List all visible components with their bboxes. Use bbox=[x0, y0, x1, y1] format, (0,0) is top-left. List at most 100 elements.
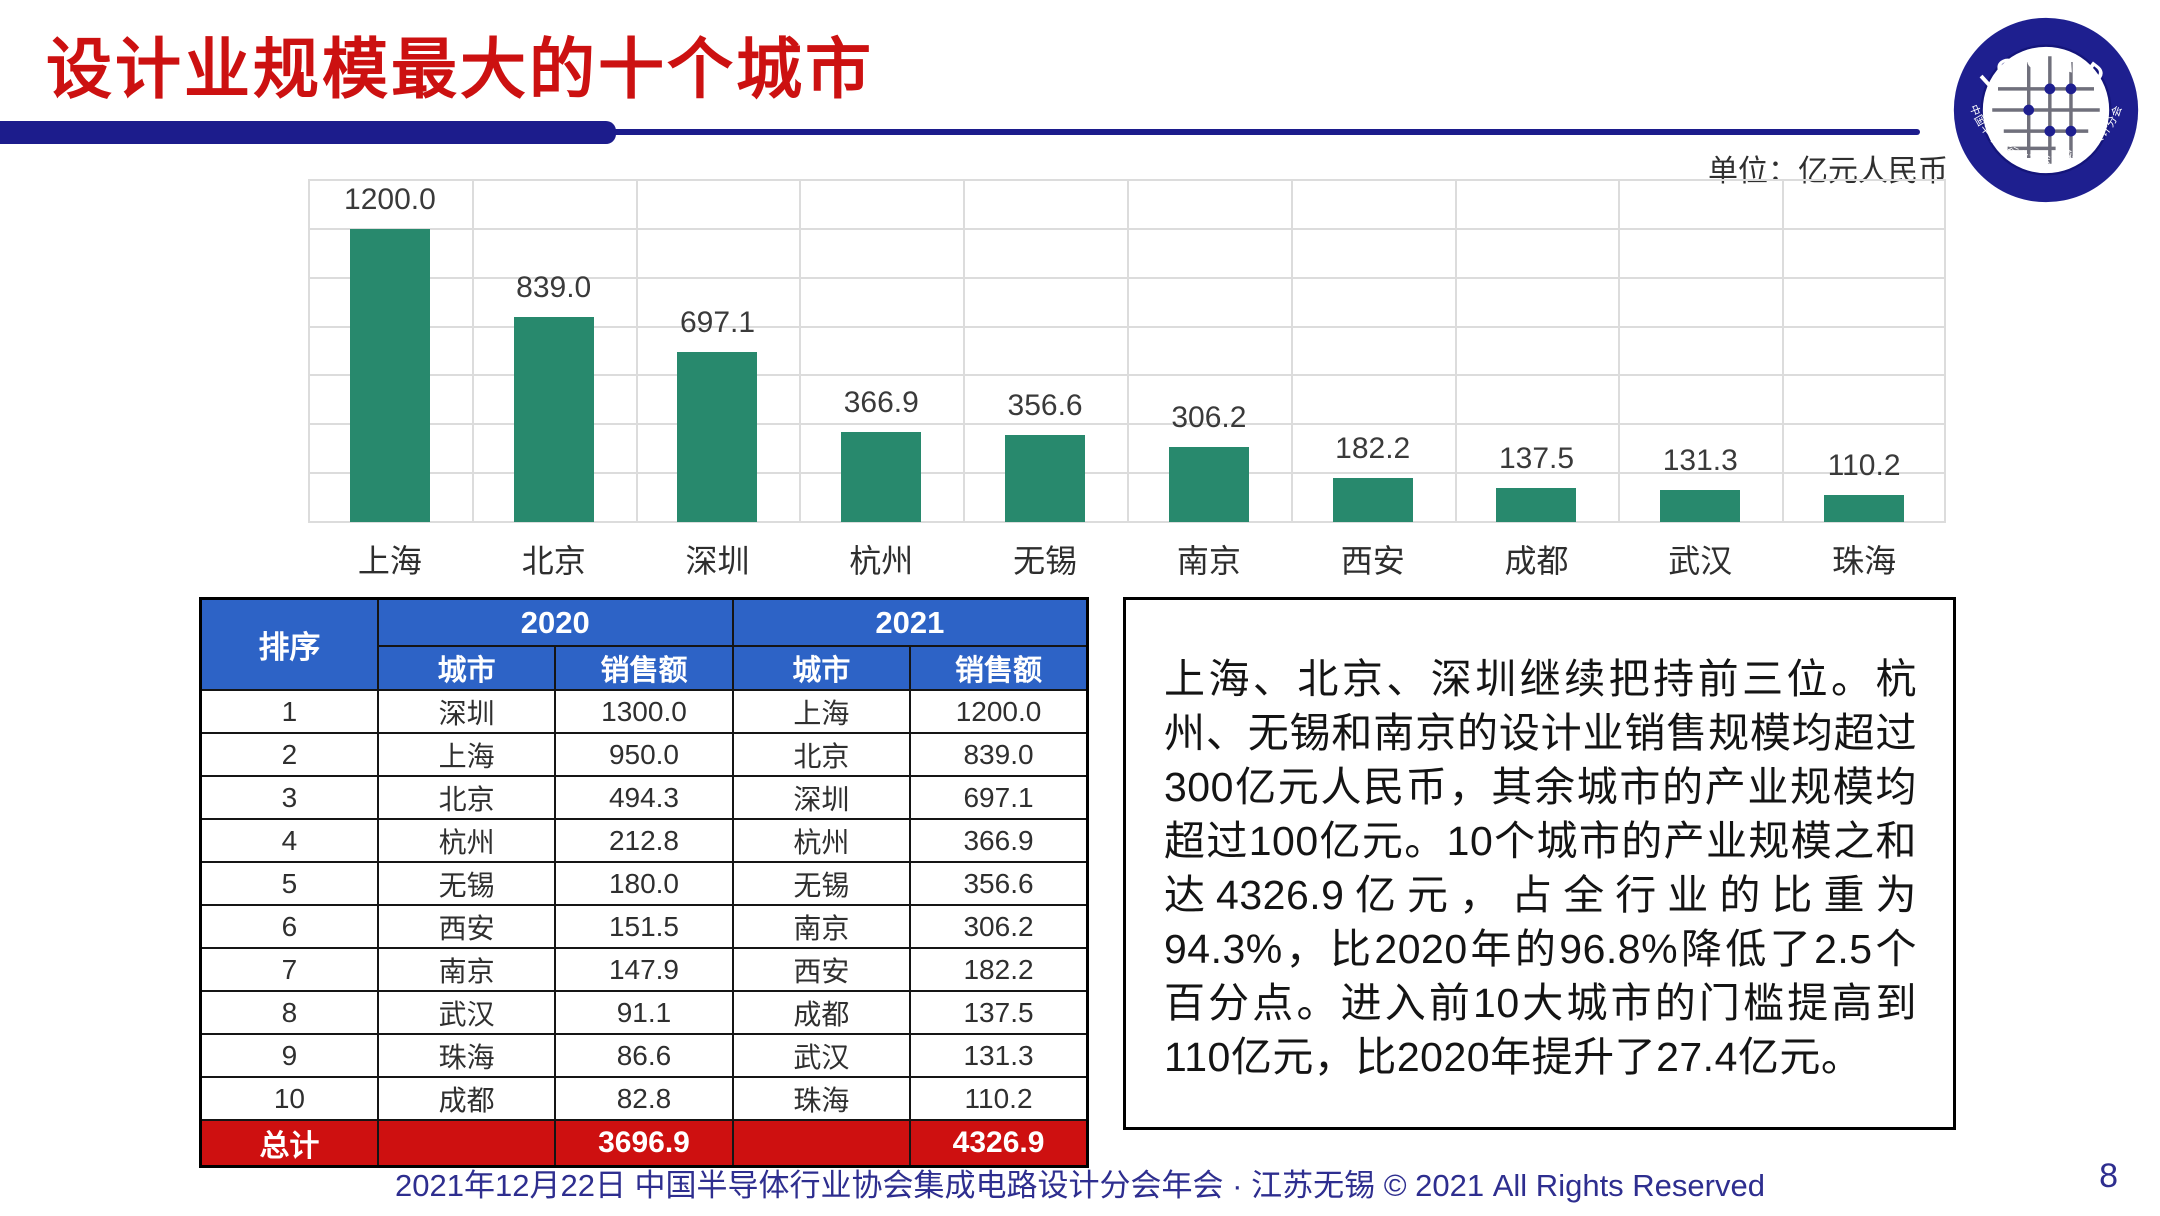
cell-rank: 2 bbox=[199, 732, 379, 777]
bar-value-label: 110.2 bbox=[1827, 449, 1901, 483]
cell-sales-2020: 1300.0 bbox=[554, 689, 734, 734]
bar-value-label: 137.5 bbox=[1498, 442, 1575, 476]
cell-rank: 7 bbox=[199, 947, 379, 992]
cell-city-2020: 上海 bbox=[376, 732, 557, 777]
table-row: 9 珠海 86.6 武汉 131.3 bbox=[199, 1033, 1089, 1078]
title-underline-line bbox=[612, 129, 1920, 135]
bar-column: 182.2 bbox=[1291, 180, 1455, 522]
header-sales-2021: 销售额 bbox=[909, 645, 1089, 691]
commentary-text: 上海、北京、深圳继续把持前三位。杭州、无锡和南京的设计业销售规模均超过300亿元… bbox=[1164, 656, 1917, 1080]
gridline-vertical bbox=[1782, 180, 1785, 522]
cell-total-city-2021 bbox=[731, 1119, 912, 1168]
ranking-table: 排序 2020 2021 城市 销售额 城市 销售额 1 深圳 1300.0 上海 12… bbox=[199, 597, 1089, 1168]
cell-rank: 9 bbox=[199, 1033, 379, 1078]
cell-city-2021: 珠海 bbox=[731, 1076, 912, 1121]
cell-city-2021: 成都 bbox=[731, 990, 912, 1035]
title-underline-bar bbox=[0, 121, 616, 144]
gridline-vertical bbox=[963, 180, 966, 522]
x-axis-label: 无锡 bbox=[1013, 543, 1078, 579]
x-axis-label: 成都 bbox=[1504, 543, 1569, 579]
cell-sales-2021: 1200.0 bbox=[909, 689, 1089, 734]
cell-city-2021: 上海 bbox=[731, 689, 912, 734]
cell-sales-2021: 697.1 bbox=[909, 775, 1089, 820]
cell-city-2021: 深圳 bbox=[731, 775, 912, 820]
cell-city-2021: 北京 bbox=[731, 732, 912, 777]
cell-city-2020: 南京 bbox=[376, 947, 557, 992]
gridline-vertical bbox=[471, 180, 474, 522]
cell-city-2020: 无锡 bbox=[376, 861, 557, 906]
cell-city-2020: 杭州 bbox=[376, 818, 557, 863]
bar-value-label: 366.9 bbox=[843, 386, 919, 420]
bar bbox=[677, 351, 758, 522]
bar-value-label: 356.6 bbox=[1007, 388, 1083, 422]
cell-city-2021: 南京 bbox=[731, 904, 912, 949]
cell-city-2021: 无锡 bbox=[731, 861, 912, 906]
bar bbox=[1332, 477, 1413, 522]
cell-total-sales-2020: 3696.9 bbox=[554, 1119, 734, 1168]
header-sales-2020: 销售额 bbox=[554, 645, 734, 691]
gridline-vertical bbox=[308, 180, 310, 522]
cell-rank: 5 bbox=[199, 861, 379, 906]
bar bbox=[1824, 495, 1905, 522]
cell-city-2021: 西安 bbox=[731, 947, 912, 992]
x-axis-label: 杭州 bbox=[849, 543, 914, 579]
cell-sales-2020: 91.1 bbox=[554, 990, 734, 1035]
table-body: 1 深圳 1300.0 上海 1200.0 2 上海 950.0 北京 839.0 3 北京 494.3… bbox=[199, 689, 1089, 1168]
cell-city-2020: 西安 bbox=[376, 904, 557, 949]
cell-city-2020: 成都 bbox=[376, 1076, 557, 1121]
cell-rank: 4 bbox=[199, 818, 379, 863]
bar-value-label: 131.3 bbox=[1662, 443, 1738, 477]
bar-value-label: 1200.0 bbox=[344, 182, 436, 216]
cell-sales-2020: 147.9 bbox=[554, 947, 734, 992]
bar bbox=[1496, 488, 1577, 522]
cell-city-2021: 杭州 bbox=[731, 818, 912, 863]
gridline-vertical bbox=[1290, 180, 1293, 522]
logo-circuit-dots bbox=[2023, 83, 2077, 137]
bar bbox=[513, 317, 594, 522]
cell-sales-2021: 356.6 bbox=[909, 861, 1089, 906]
bar-column: 839.0 bbox=[472, 180, 636, 522]
cell-rank: 3 bbox=[199, 775, 379, 820]
cell-sales-2021: 131.3 bbox=[909, 1033, 1089, 1078]
bar bbox=[841, 432, 922, 522]
gridline-vertical bbox=[1944, 180, 1946, 522]
header-year-2021: 2021 bbox=[731, 597, 1089, 647]
header-city-2021: 城市 bbox=[731, 645, 912, 691]
table-row: 8 武汉 91.1 成都 137.5 bbox=[199, 990, 1089, 1035]
bar-column: 137.5 bbox=[1455, 180, 1619, 522]
cell-sales-2021: 110.2 bbox=[909, 1076, 1089, 1121]
cell-rank: 10 bbox=[199, 1076, 379, 1121]
bar-column: 131.3 bbox=[1618, 180, 1782, 522]
bar-column: 1200.0 bbox=[308, 180, 472, 522]
table-row: 2 上海 950.0 北京 839.0 bbox=[199, 732, 1089, 777]
cell-sales-2020: 212.8 bbox=[554, 818, 734, 863]
cell-sales-2020: 82.8 bbox=[554, 1076, 734, 1121]
gridline-vertical bbox=[799, 180, 802, 522]
x-axis-label: 南京 bbox=[1176, 543, 1241, 579]
commentary-box: 上海、北京、深圳继续把持前三位。杭州、无锡和南京的设计业销售规模均超过300亿元… bbox=[1123, 597, 1956, 1130]
bar-value-label: 697.1 bbox=[679, 305, 756, 339]
gridline-vertical bbox=[1127, 180, 1129, 522]
table-row: 3 北京 494.3 深圳 697.1 bbox=[199, 775, 1089, 820]
cell-total-sales-2021: 4326.9 bbox=[909, 1119, 1089, 1168]
cell-city-2020: 珠海 bbox=[376, 1033, 557, 1078]
x-axis: 上海 北京 深圳 杭州 无锡 南京 西安 成都 武汉 珠海 bbox=[308, 536, 1946, 580]
bar-value-label: 182.2 bbox=[1335, 431, 1411, 465]
cell-city-2020: 武汉 bbox=[376, 990, 557, 1035]
cell-sales-2020: 86.6 bbox=[554, 1033, 734, 1078]
bar-column: 366.9 bbox=[799, 180, 963, 522]
table-row: 4 杭州 212.8 杭州 366.9 bbox=[199, 818, 1089, 863]
cell-sales-2021: 839.0 bbox=[909, 732, 1089, 777]
cell-sales-2021: 182.2 bbox=[909, 947, 1089, 992]
cell-sales-2021: 306.2 bbox=[909, 904, 1089, 949]
bar-value-label: 306.2 bbox=[1171, 401, 1247, 435]
table-row: 7 南京 147.9 西安 182.2 bbox=[199, 947, 1089, 992]
cell-city-2020: 北京 bbox=[376, 775, 557, 820]
bar bbox=[1005, 434, 1086, 522]
gridline-horizontal bbox=[308, 521, 1946, 523]
header-city-2020: 城市 bbox=[376, 645, 557, 691]
cell-sales-2020: 494.3 bbox=[554, 775, 734, 820]
cell-sales-2020: 151.5 bbox=[554, 904, 734, 949]
cell-city-2020: 深圳 bbox=[376, 689, 557, 734]
table-row: 1 深圳 1300.0 上海 1200.0 bbox=[199, 689, 1089, 734]
